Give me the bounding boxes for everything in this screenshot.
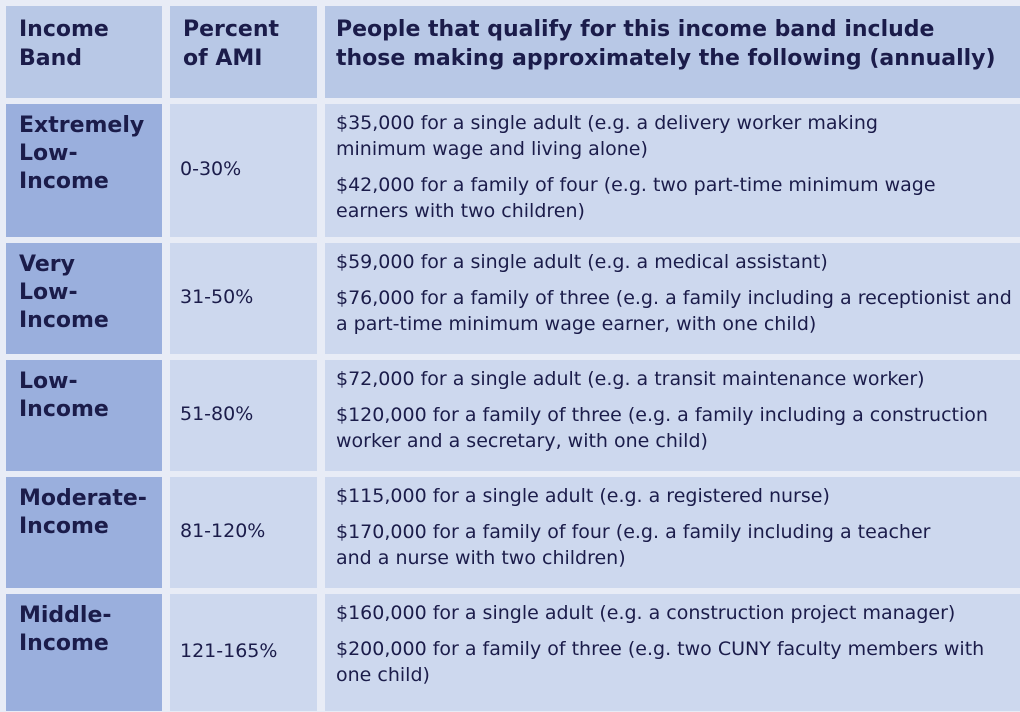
percent-value: 31-50%: [180, 285, 254, 308]
percent-value: 121-165%: [180, 639, 278, 662]
band-label: Middle-Income: [19, 603, 112, 656]
percent-cell: 121-165%: [170, 594, 317, 711]
percent-value: 81-120%: [180, 519, 266, 542]
percent-cell: 0-30%: [170, 104, 317, 237]
band-low-income: Low-Income: [6, 360, 162, 471]
band-label: Low-Income: [19, 369, 109, 422]
header-people-qualify: People that qualify for this income band…: [325, 6, 1020, 98]
description-cell: $160,000 for a single adult (e.g. a cons…: [325, 594, 1020, 711]
band-very-low-income: Very Low-Income: [6, 243, 162, 354]
single-adult-example: $115,000 for a single adult (e.g. a regi…: [336, 485, 830, 507]
description-cell: $115,000 for a single adult (e.g. a regi…: [325, 477, 1020, 588]
band-label: Extremely Low-Income: [19, 113, 145, 194]
band-moderate-income: Moderate-Income: [6, 477, 162, 588]
header-percent-ami-label: Percent of AMI: [183, 17, 280, 71]
description-cell: $72,000 for a single adult (e.g. a trans…: [325, 360, 1020, 471]
header-income-band-label: Income Band: [19, 17, 109, 71]
single-adult-example: $35,000 for a single adult (e.g. a deliv…: [336, 112, 878, 160]
family-example: $170,000 for a family of four (e.g. a fa…: [336, 521, 931, 569]
single-adult-example: $160,000 for a single adult (e.g. a cons…: [336, 602, 956, 624]
band-middle-income: Middle-Income: [6, 594, 162, 711]
percent-cell: 51-80%: [170, 360, 317, 471]
header-people-qualify-label: People that qualify for this income band…: [336, 17, 996, 71]
band-label: Moderate-Income: [19, 486, 147, 539]
band-extremely-low-income: Extremely Low-Income: [6, 104, 162, 237]
single-adult-example: $72,000 for a single adult (e.g. a trans…: [336, 368, 925, 390]
percent-value: 0-30%: [180, 157, 242, 180]
family-example: $200,000 for a family of three (e.g. two…: [336, 638, 985, 686]
family-example: $42,000 for a family of four (e.g. two p…: [336, 174, 936, 222]
family-example: $120,000 for a family of three (e.g. a f…: [336, 404, 988, 452]
description-cell: $59,000 for a single adult (e.g. a medic…: [325, 243, 1020, 354]
single-adult-example: $59,000 for a single adult (e.g. a medic…: [336, 251, 828, 273]
header-income-band: Income Band: [6, 6, 162, 98]
percent-value: 51-80%: [180, 402, 254, 425]
band-label: Very Low-Income: [19, 252, 109, 333]
family-example: $76,000 for a family of three (e.g. a fa…: [336, 287, 1012, 335]
percent-cell: 31-50%: [170, 243, 317, 354]
description-cell: $35,000 for a single adult (e.g. a deliv…: [325, 104, 1020, 237]
header-percent-ami: Percent of AMI: [170, 6, 317, 98]
percent-cell: 81-120%: [170, 477, 317, 588]
